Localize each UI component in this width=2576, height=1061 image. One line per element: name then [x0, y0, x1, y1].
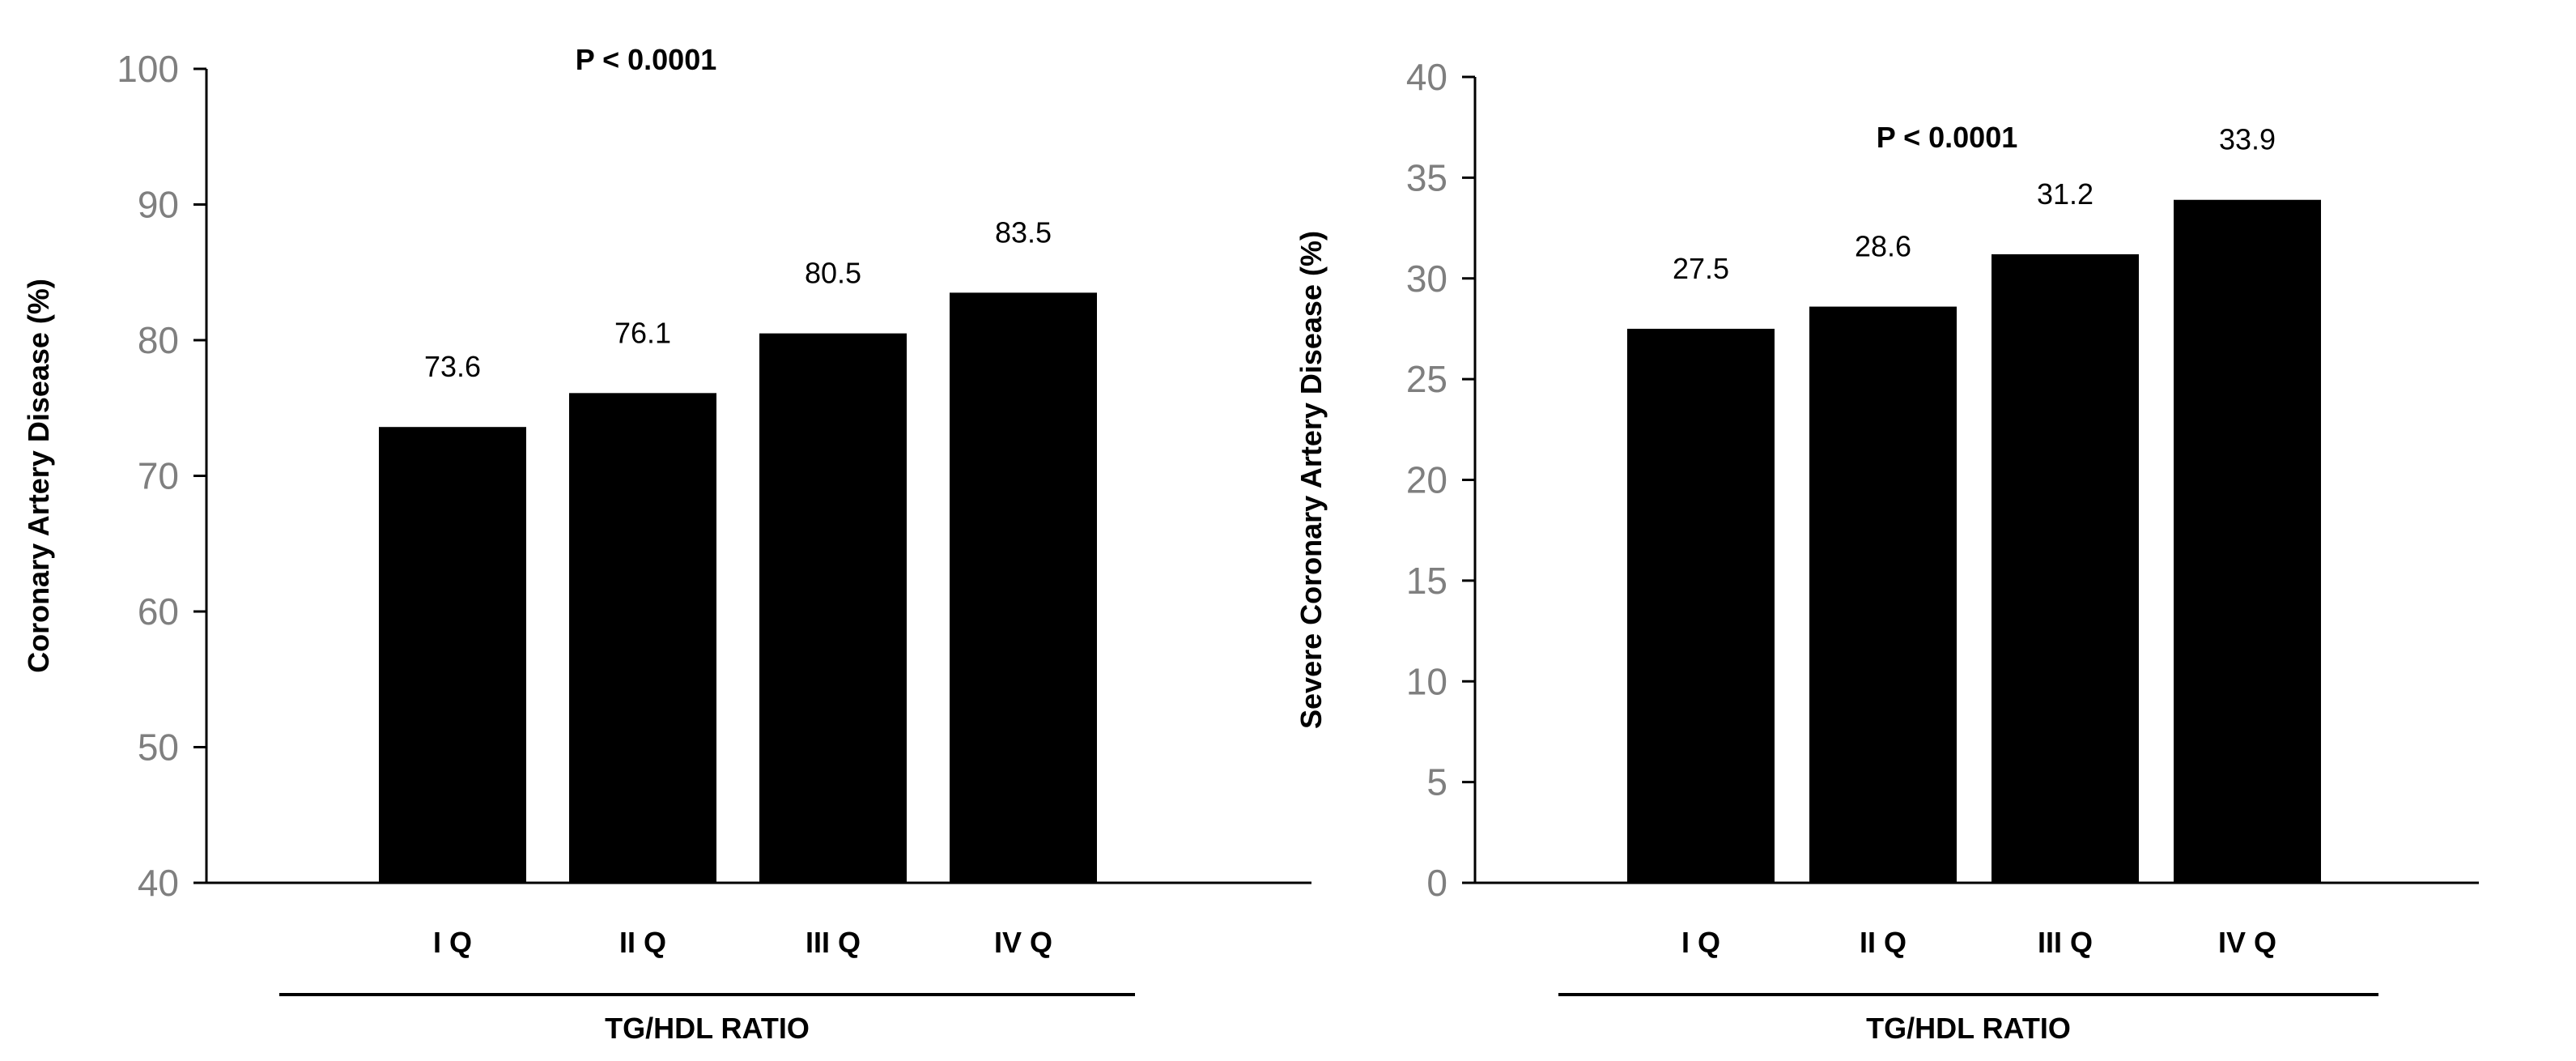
bar-iv-q — [950, 292, 1097, 883]
y-tick-label: 15 — [1406, 560, 1447, 602]
p-value-annotation: P < 0.0001 — [1877, 121, 2018, 154]
bar-value-label: 27.5 — [1673, 252, 1729, 285]
category-label: I Q — [433, 926, 472, 959]
y-tick-label: 70 — [138, 455, 179, 497]
bar-i-q — [379, 427, 526, 883]
y-axis-title: Coronary Artery Disease (%) — [22, 279, 55, 673]
x-axis-title: TG/HDL RATIO — [1866, 1012, 2071, 1045]
y-tick-label: 20 — [1406, 459, 1447, 501]
y-tick-label: 60 — [138, 590, 179, 633]
y-tick-label: 40 — [138, 862, 179, 904]
category-label: III Q — [806, 926, 861, 959]
bar-value-label: 31.2 — [2037, 177, 2094, 211]
bar-i-q — [1627, 328, 1775, 883]
bar-iii-q — [759, 333, 907, 883]
bar-value-label: 83.5 — [995, 215, 1052, 249]
y-tick-label: 10 — [1406, 660, 1447, 702]
category-label: II Q — [1860, 926, 1906, 959]
bar-value-label: 73.6 — [424, 350, 481, 383]
right-chart: 0 5 10 15 20 25 30 35 40 27.5 I Q 28.6 II Q 31.2 III Q… — [1294, 56, 2479, 1045]
left-chart: 40 50 60 70 80 90 100 73.6 I Q 76.1 II Q 80.5 III Q 8… — [22, 43, 1311, 1045]
y-tick-label: 40 — [1406, 56, 1447, 98]
p-value-annotation: P < 0.0001 — [576, 43, 717, 76]
y-tick-label: 0 — [1426, 862, 1447, 904]
x-axis-title: TG/HDL RATIO — [605, 1012, 810, 1045]
y-axis-title: Severe Coronary Artery Disease (%) — [1294, 231, 1328, 729]
bar-iii-q — [1992, 254, 2139, 883]
category-label: I Q — [1681, 926, 1720, 959]
y-tick-label: 30 — [1406, 258, 1447, 300]
category-label: IV Q — [994, 926, 1052, 959]
y-tick-label: 100 — [117, 48, 179, 90]
bar-iv-q — [2174, 199, 2321, 884]
category-label: III Q — [2038, 926, 2093, 959]
bar-value-label: 33.9 — [2219, 123, 2276, 156]
bar-value-label: 28.6 — [1855, 230, 1911, 263]
y-tick-label: 90 — [138, 184, 179, 226]
bar-ii-q — [569, 393, 716, 883]
y-tick-label: 5 — [1426, 761, 1447, 803]
bar-value-label: 80.5 — [805, 257, 861, 290]
bar-ii-q — [1809, 306, 1957, 883]
bar-value-label: 76.1 — [614, 316, 671, 349]
y-tick-label: 35 — [1406, 156, 1447, 198]
y-tick-label: 80 — [138, 319, 179, 361]
category-label: II Q — [619, 926, 666, 959]
category-label: IV Q — [2218, 926, 2276, 959]
y-tick-label: 25 — [1406, 358, 1447, 400]
y-tick-label: 50 — [138, 727, 179, 769]
